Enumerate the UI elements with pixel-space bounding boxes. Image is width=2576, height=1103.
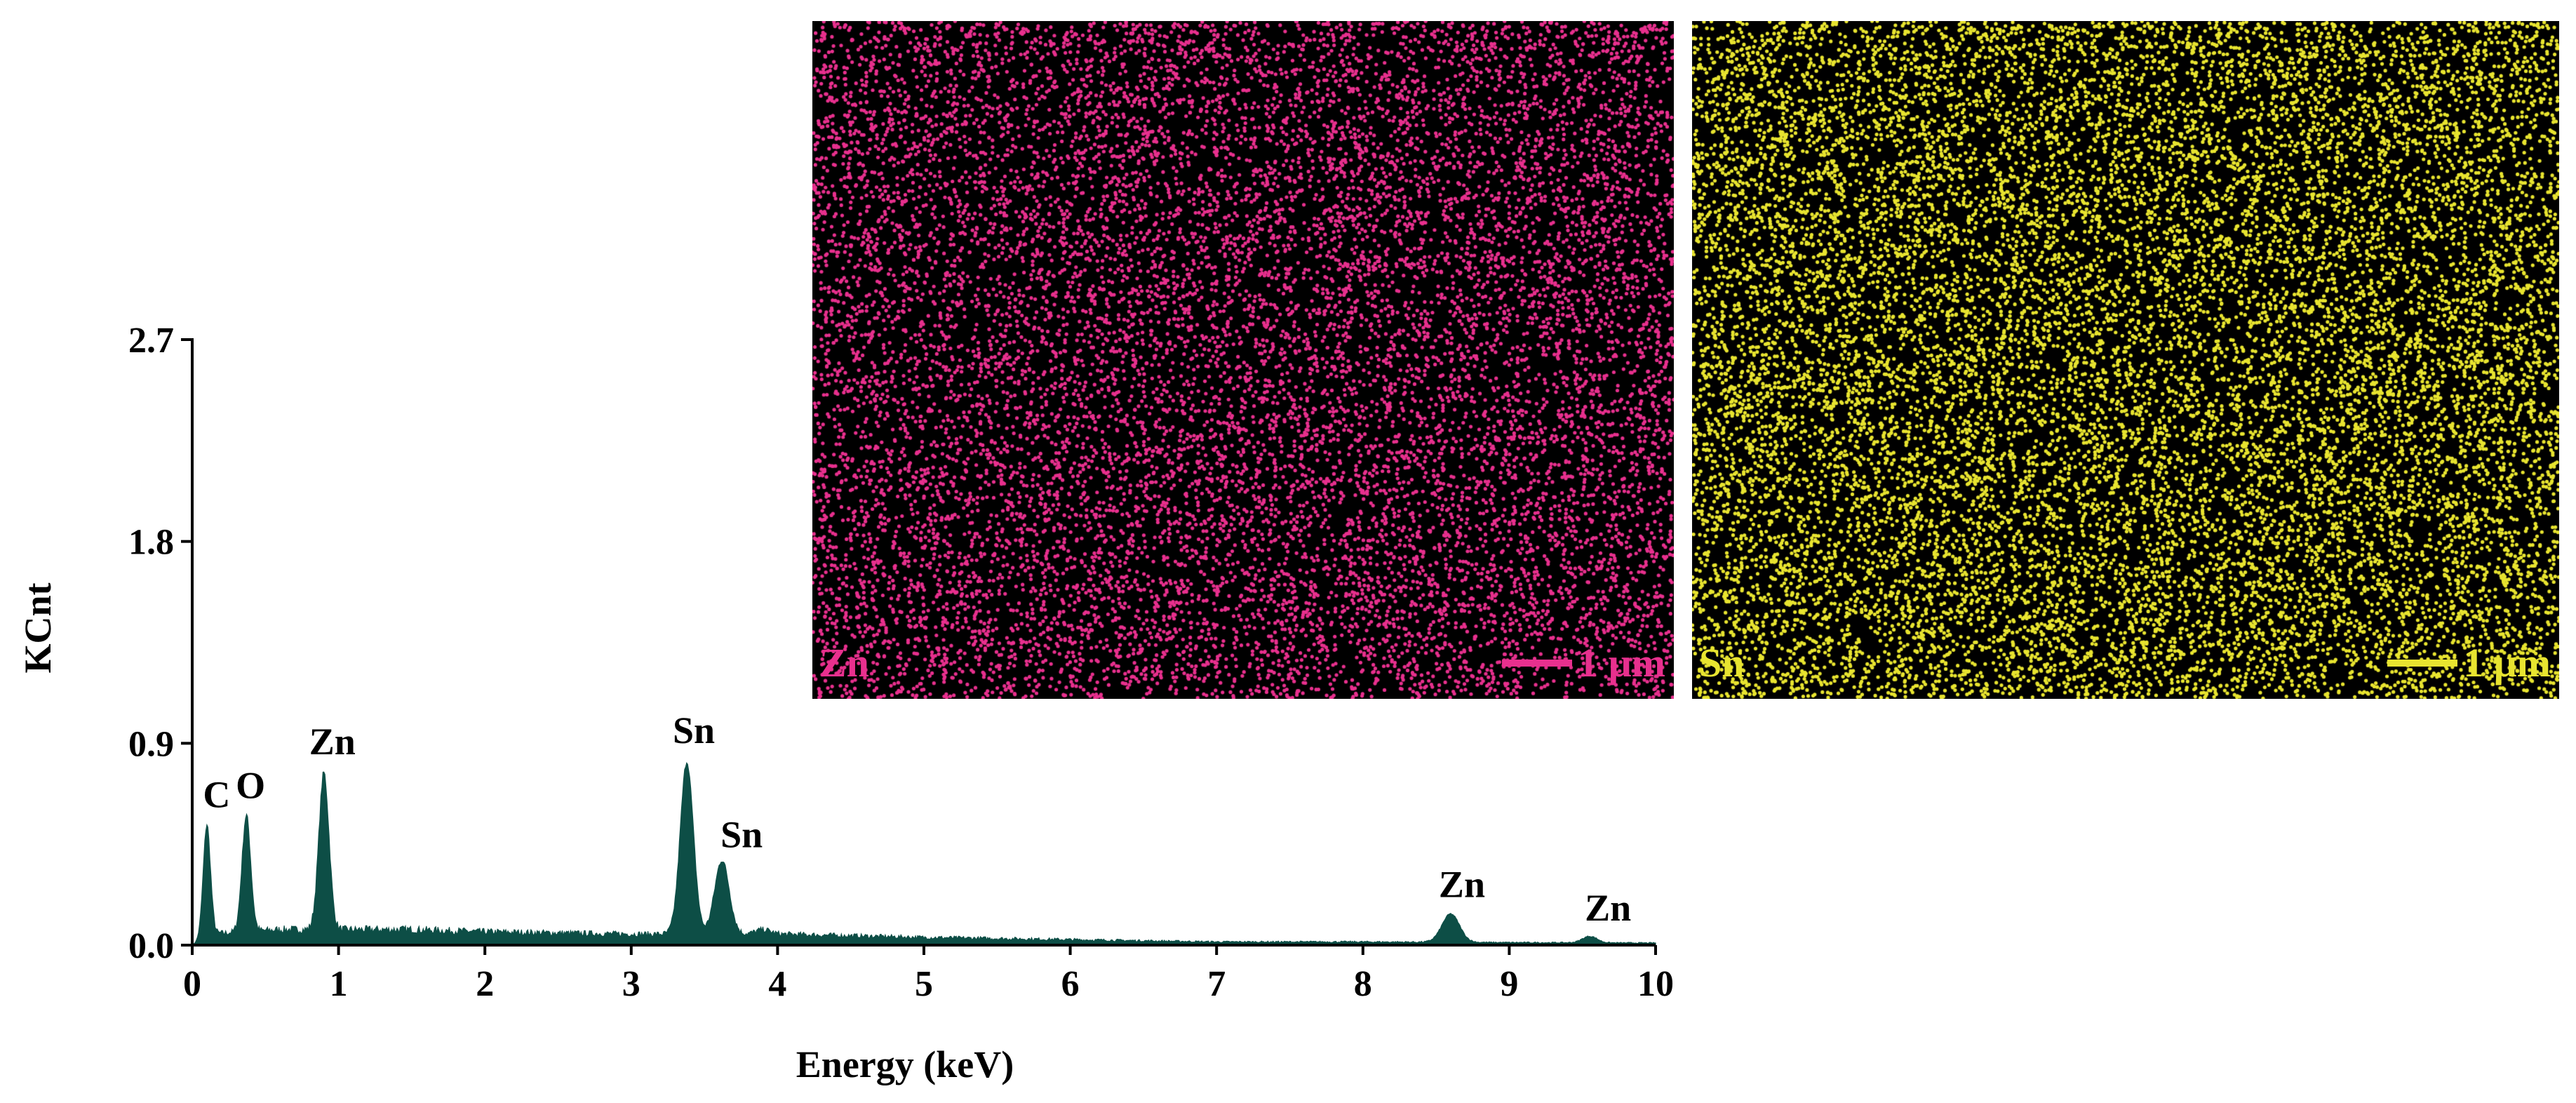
sn-map-dots	[1692, 21, 2559, 699]
x-tick-label: 3	[622, 964, 640, 1004]
x-tick-label: 7	[1207, 964, 1226, 1004]
spectrum-area-group	[192, 762, 1656, 946]
spectrum-area	[192, 762, 1656, 946]
zn-map-label: Zn	[819, 640, 869, 686]
peak-label: Zn	[1585, 887, 1631, 929]
peak-label: C	[203, 773, 230, 815]
zn-map-dots	[812, 21, 1674, 699]
zn-element-map: Zn 1 μm	[812, 21, 1674, 699]
peak-label: O	[236, 765, 265, 807]
sn-map-label: Sn	[1699, 640, 1745, 686]
peak-label: Sn	[720, 814, 763, 856]
peak-labels-group: C O Zn Sn Sn Zn Zn	[203, 709, 1631, 929]
peak-label: Sn	[673, 709, 715, 751]
x-tick-label: 8	[1354, 964, 1372, 1004]
y-tick-label: 0.0	[128, 926, 174, 966]
x-tick-label: 10	[1637, 964, 1674, 1004]
y-tick-label: 0.9	[128, 724, 174, 764]
y-tick-label: 1.8	[128, 523, 174, 563]
x-tick-label: 6	[1061, 964, 1080, 1004]
x-tick-label: 0	[183, 964, 201, 1004]
sn-scale-bar: 1 μm	[2387, 639, 2551, 686]
ticks-group: 0 1 2 3 4 5 6 7 8 9 10 0.0 0.9 1.8 2.7	[128, 321, 1674, 1004]
sn-scale-text: 1 μm	[2463, 640, 2551, 686]
x-tick-label: 2	[476, 964, 494, 1004]
x-tick-label: 9	[1500, 964, 1518, 1004]
peak-label: Zn	[1439, 863, 1485, 905]
zn-scale-text: 1 μm	[1578, 640, 1665, 686]
x-axis-title: Energy (keV)	[796, 1043, 1014, 1085]
x-tick-label: 5	[915, 964, 933, 1004]
y-tick-label: 2.7	[128, 321, 174, 361]
zn-scale-bar: 1 μm	[1502, 639, 1665, 686]
x-tick-label: 1	[330, 964, 348, 1004]
x-tick-label: 4	[768, 964, 786, 1004]
zn-scale-line	[1502, 659, 1573, 667]
sn-scale-line	[2387, 659, 2458, 667]
peak-label: Zn	[309, 721, 356, 763]
eds-spectrum-chart: 0 1 2 3 4 5 6 7 8 9 10 0.0 0.9 1.8 2.7 C O Zn Sn Sn Zn Zn KC…	[17, 321, 1674, 1085]
sn-element-map: Sn 1 μm	[1692, 21, 2559, 699]
y-axis-title: KCnt	[17, 582, 59, 673]
